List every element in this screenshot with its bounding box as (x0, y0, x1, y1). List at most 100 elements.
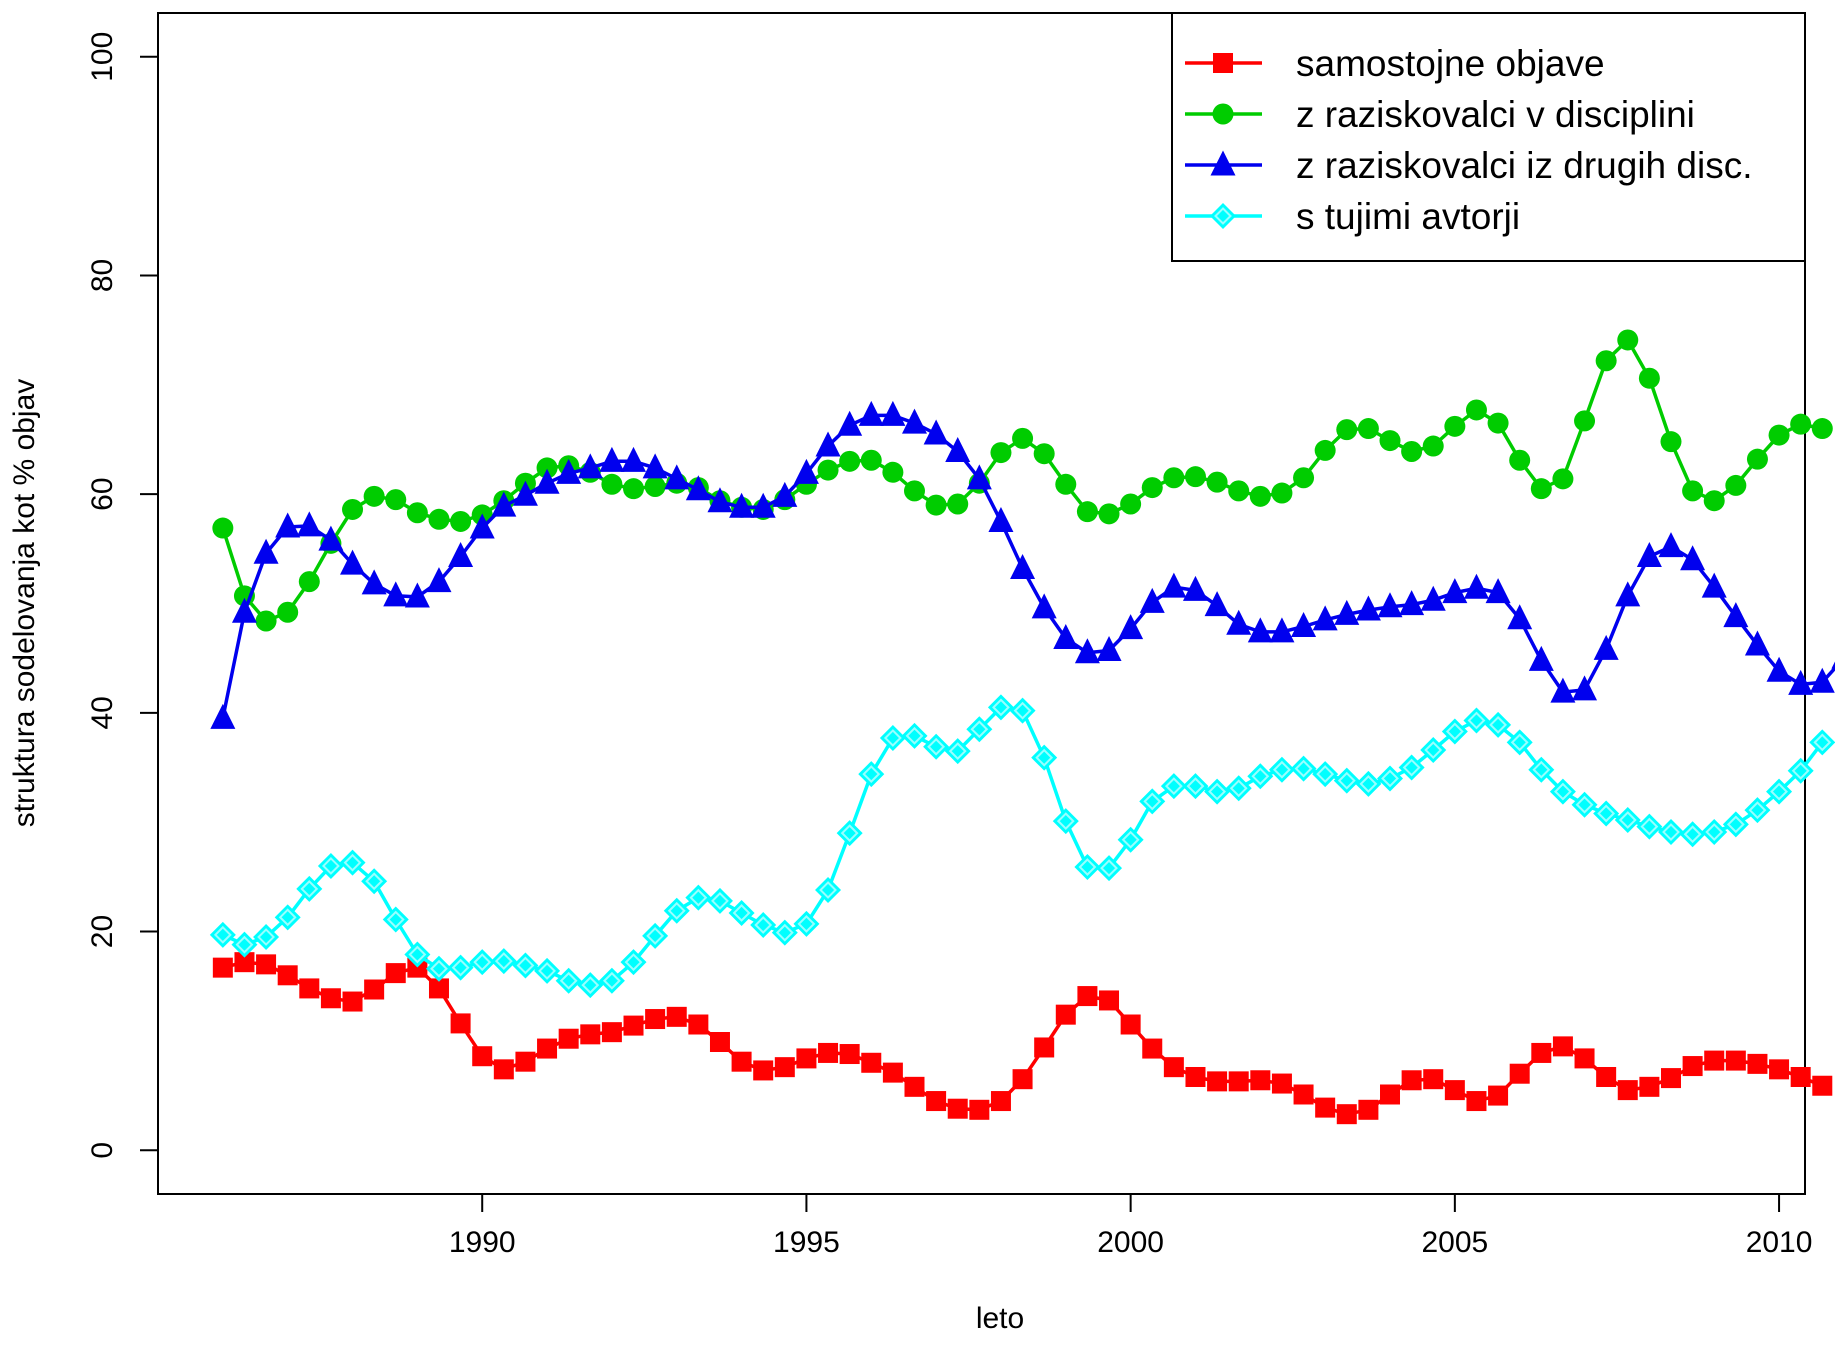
data-point (1528, 645, 1554, 671)
diamond-outer (1441, 718, 1468, 745)
data-point (1312, 761, 1339, 788)
data-point (1055, 1004, 1076, 1025)
data-point (1250, 1070, 1271, 1091)
data-point (1293, 467, 1315, 489)
diamond-outer (1722, 811, 1749, 838)
diamond-inner (494, 952, 513, 970)
diamond-outer (858, 761, 885, 788)
data-point (1811, 418, 1833, 440)
data-point (772, 481, 798, 507)
data-point (623, 478, 645, 500)
data-point (1636, 813, 1663, 840)
data-point (1228, 1071, 1249, 1092)
data-point (1682, 1056, 1703, 1077)
data-point (472, 1046, 493, 1067)
data-point (1766, 656, 1792, 682)
data-point (969, 1099, 990, 1120)
diamond-inner (992, 698, 1010, 717)
diamond-inner (1770, 782, 1788, 801)
legend-box (1171, 12, 1806, 262)
data-point (536, 457, 558, 479)
diamond-outer (339, 849, 366, 876)
diamond-inner (1791, 761, 1810, 780)
data-point (1660, 1068, 1681, 1089)
diamond-outer (1074, 854, 1101, 881)
diamond-inner (213, 925, 232, 944)
data-point (342, 991, 363, 1012)
data-point (817, 459, 839, 481)
data-point (1787, 757, 1814, 784)
data-point (753, 1060, 774, 1081)
data-point (947, 493, 969, 515)
diamond-inner (948, 742, 967, 761)
x-axis-title: leto (976, 1302, 1024, 1335)
data-point (666, 1006, 687, 1027)
data-point (1768, 424, 1790, 446)
data-point (299, 978, 320, 999)
diamond-inner (516, 956, 535, 975)
data-point (1012, 1069, 1033, 1090)
data-point (448, 541, 474, 567)
diamond-outer (382, 906, 409, 933)
data-point (339, 849, 366, 876)
data-point (861, 1052, 882, 1073)
data-point (1506, 729, 1533, 756)
series-line (222, 960, 1823, 1116)
diamond-inner (1359, 775, 1378, 793)
data-point (1120, 493, 1142, 515)
data-point (860, 449, 882, 471)
data-point (793, 910, 820, 937)
data-point (426, 567, 452, 593)
series-1 (212, 952, 1833, 1125)
diamond-outer (1312, 761, 1339, 788)
data-point (1485, 578, 1511, 604)
diamond-inner (1597, 804, 1616, 823)
data-point (1507, 604, 1533, 630)
data-point (406, 502, 428, 524)
legend-marker (1212, 103, 1234, 125)
data-point (1247, 617, 1273, 643)
data-point (1593, 800, 1620, 827)
legend-entry-3: z raziskovalci iz drugih disc. (1185, 145, 1752, 186)
legend-entry-2: z raziskovalci v disciplini (1185, 94, 1695, 135)
diamond-inner (1164, 777, 1183, 796)
data-point (987, 694, 1014, 721)
data-point (1117, 826, 1144, 853)
diamond-outer (555, 967, 582, 994)
data-point (1422, 435, 1444, 457)
data-point (926, 1091, 947, 1112)
diamond-inner (1294, 759, 1313, 778)
data-point (904, 1076, 925, 1097)
diamond-inner (1532, 760, 1551, 779)
diamond-inner (1683, 825, 1702, 844)
diamond-inner (1186, 777, 1205, 796)
diamond-inner (1337, 771, 1356, 790)
diamond-inner (1100, 859, 1118, 878)
diamond-outer (469, 949, 496, 976)
diamond-outer (577, 972, 604, 999)
data-point (728, 899, 755, 926)
data-point (1509, 449, 1531, 471)
data-point (1380, 1084, 1401, 1105)
diamond-outer (1420, 737, 1447, 764)
data-point (512, 952, 539, 979)
data-point (685, 884, 712, 911)
diamond-inner (1640, 817, 1659, 836)
diamond-outer (1355, 770, 1382, 797)
data-point (1161, 572, 1187, 598)
diamond-outer (317, 852, 344, 879)
data-point (685, 475, 711, 501)
data-point (1701, 819, 1728, 846)
series-3 (210, 400, 1835, 729)
data-point (923, 733, 950, 760)
data-point (447, 954, 474, 981)
data-point (1487, 412, 1509, 434)
diamond-inner (1445, 722, 1464, 741)
diamond-outer (879, 725, 906, 752)
data-point (1465, 399, 1487, 421)
data-point (990, 442, 1012, 464)
data-point (1142, 1038, 1163, 1059)
x-tick-label: 2005 (1421, 1226, 1488, 1259)
data-point (1423, 1069, 1444, 1090)
diamond-outer (274, 904, 301, 931)
